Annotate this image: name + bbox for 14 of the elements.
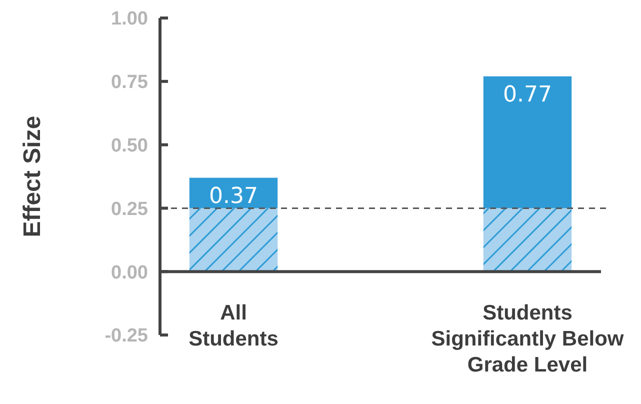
y-tick-label: -0.25: [104, 326, 148, 347]
y-axis-title: Effect Size: [19, 116, 46, 238]
y-tick-label: 0.75: [111, 72, 148, 94]
x-tick-label: All Students: [188, 302, 278, 351]
total-label: 0.37: [209, 184, 258, 209]
x-tick-label: Students Significantly Below Grade Level: [431, 302, 624, 377]
bar: [483, 208, 572, 272]
total-label: 0.77: [503, 82, 552, 108]
y-tick-label: 0.25: [111, 198, 148, 220]
y-tick-label: 0.00: [111, 262, 148, 284]
y-tick-label: 1.00: [111, 8, 148, 30]
bar: [189, 208, 278, 272]
bar: [483, 76, 572, 208]
y-tick-label: 0.50: [111, 135, 148, 156]
